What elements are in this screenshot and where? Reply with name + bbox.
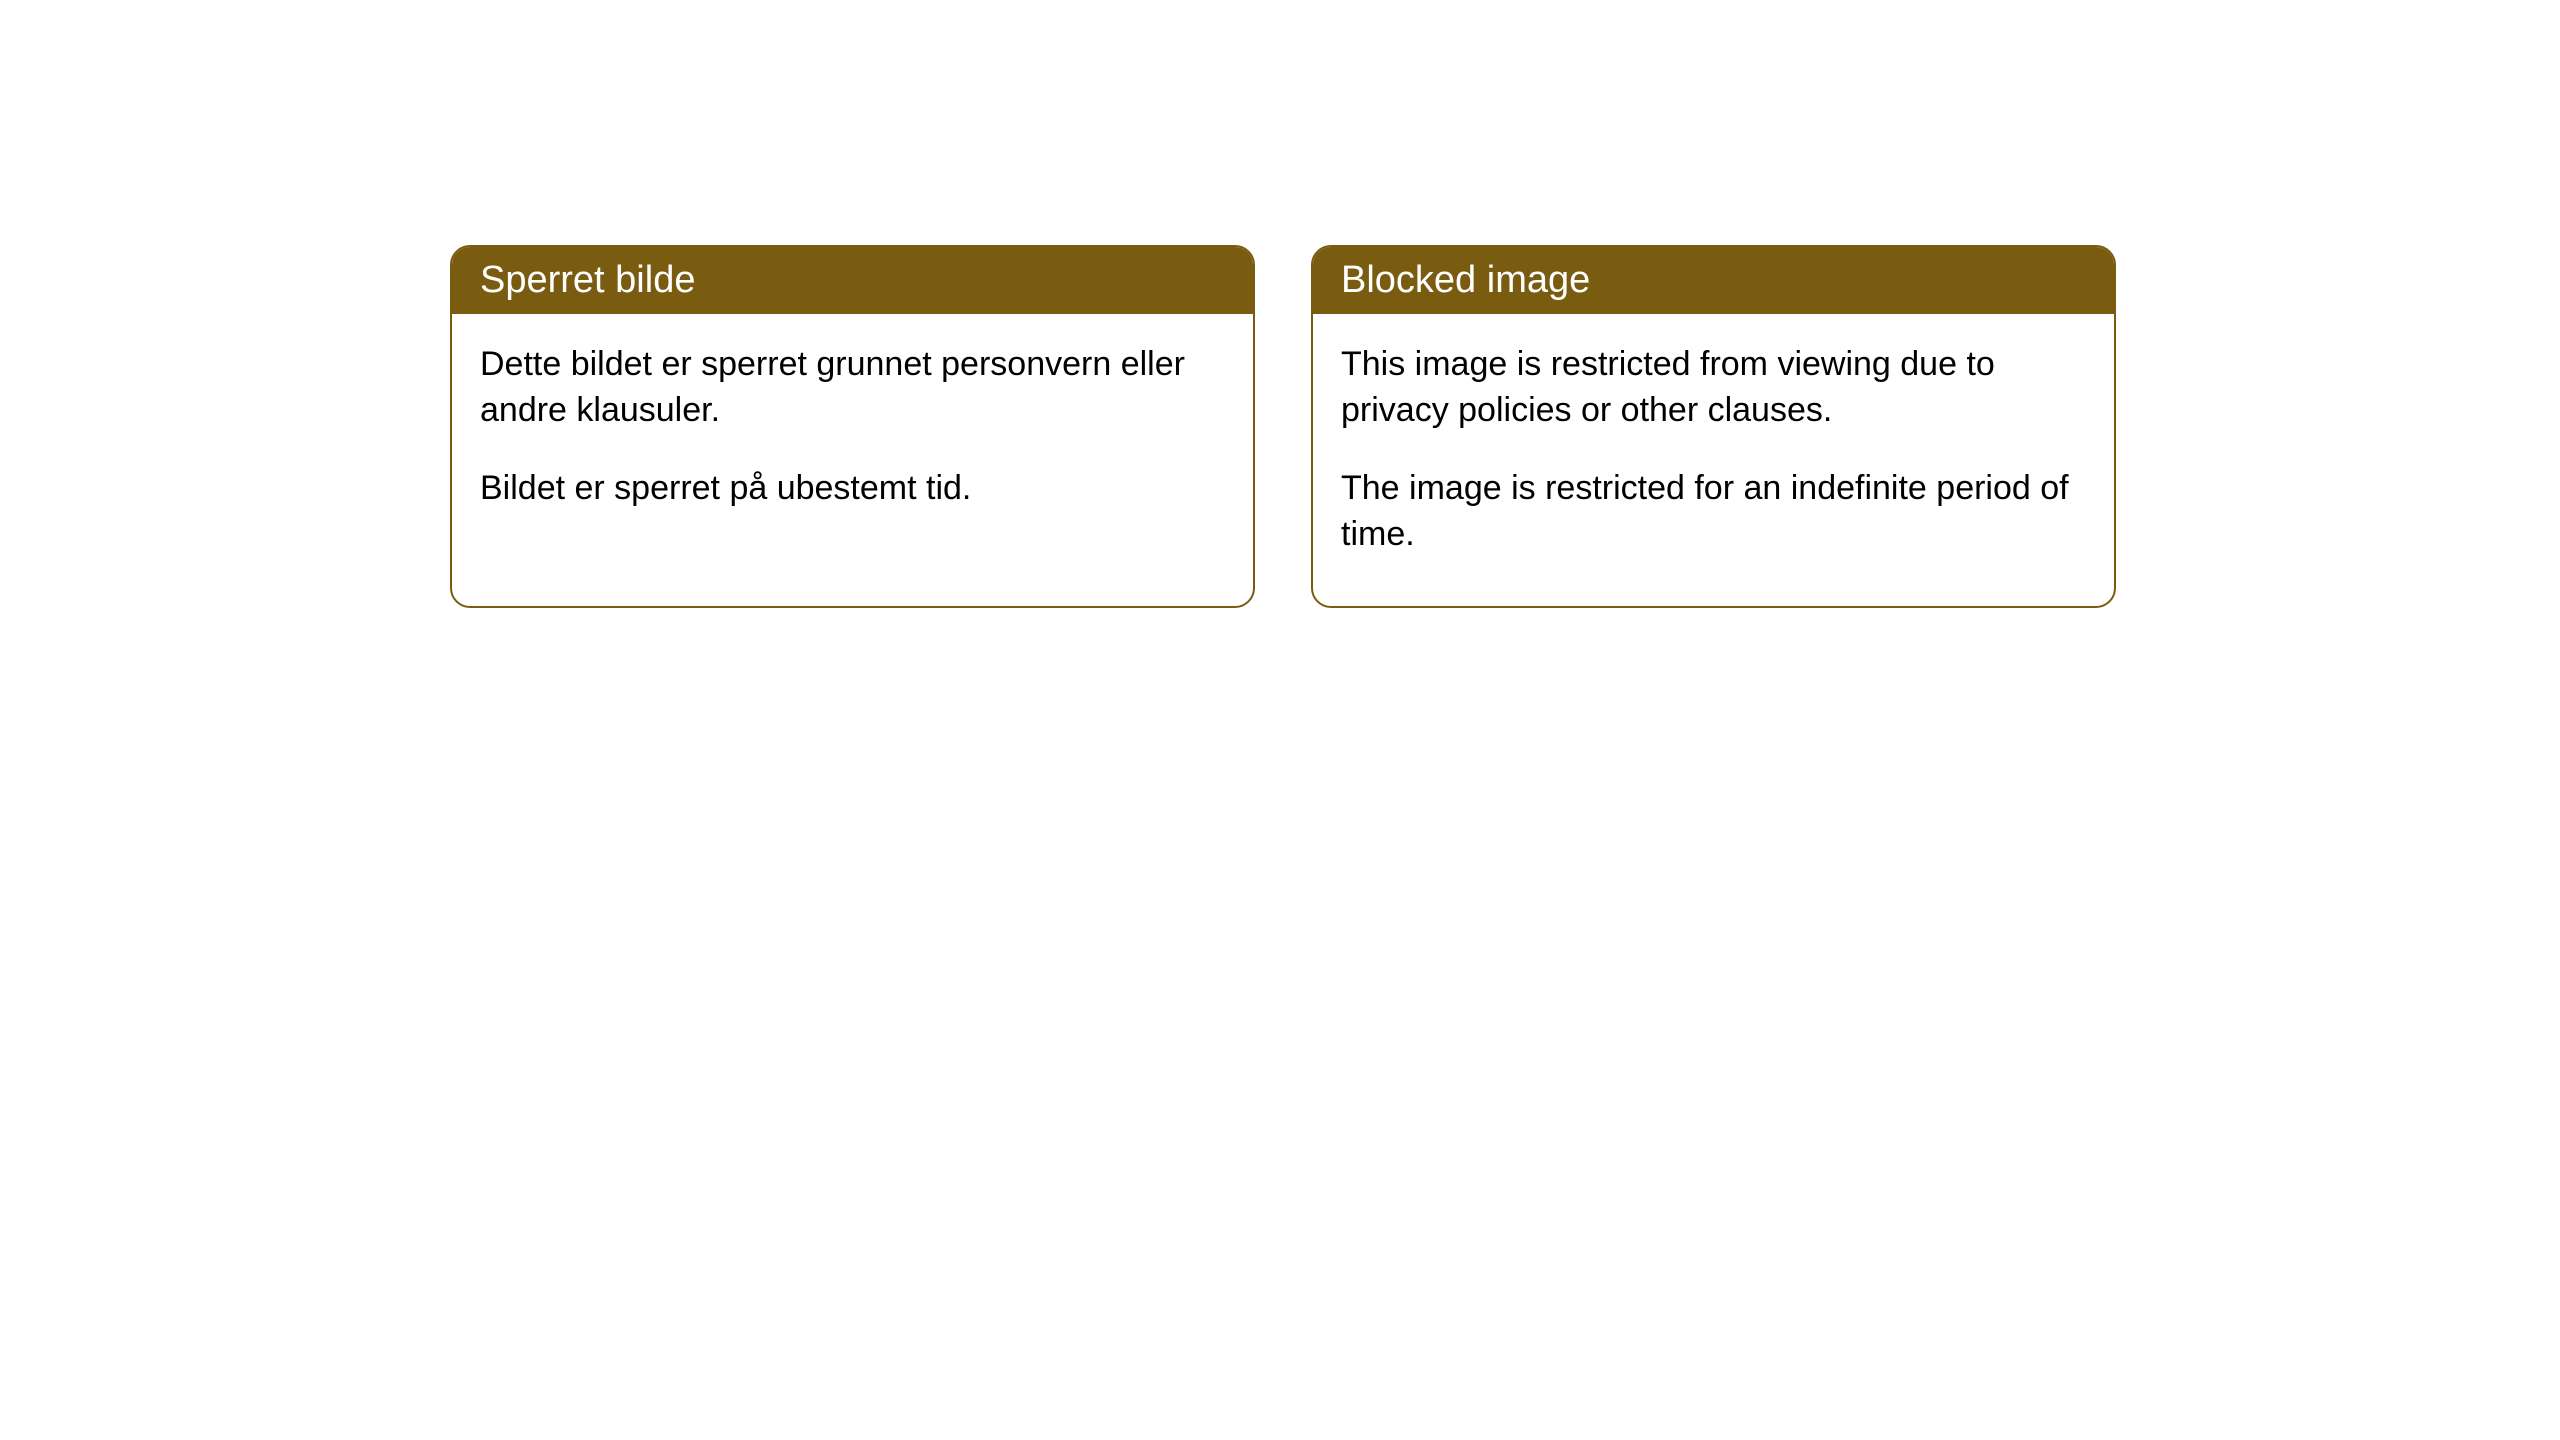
- card-header-english: Blocked image: [1313, 247, 2114, 314]
- card-paragraph: This image is restricted from viewing du…: [1341, 342, 2086, 434]
- card-title: Blocked image: [1341, 259, 1590, 301]
- card-norwegian: Sperret bilde Dette bildet er sperret gr…: [450, 245, 1255, 608]
- card-paragraph: The image is restricted for an indefinit…: [1341, 466, 2086, 558]
- card-title: Sperret bilde: [480, 259, 695, 301]
- card-paragraph: Dette bildet er sperret grunnet personve…: [480, 342, 1225, 434]
- card-header-norwegian: Sperret bilde: [452, 247, 1253, 314]
- card-body-english: This image is restricted from viewing du…: [1313, 314, 2114, 606]
- card-english: Blocked image This image is restricted f…: [1311, 245, 2116, 608]
- card-body-norwegian: Dette bildet er sperret grunnet personve…: [452, 314, 1253, 560]
- card-paragraph: Bildet er sperret på ubestemt tid.: [480, 466, 1225, 512]
- cards-container: Sperret bilde Dette bildet er sperret gr…: [450, 245, 2116, 608]
